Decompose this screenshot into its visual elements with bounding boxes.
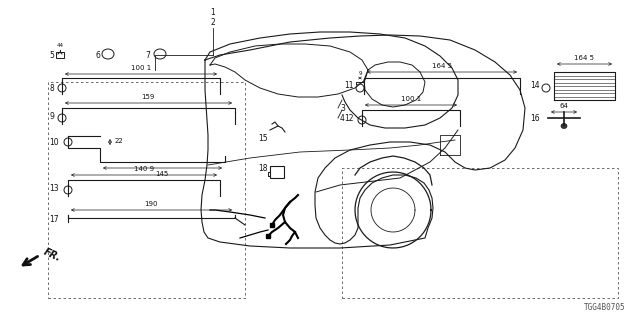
Text: 5: 5 bbox=[49, 51, 54, 60]
Text: 12: 12 bbox=[344, 114, 353, 123]
Text: 13: 13 bbox=[49, 183, 59, 193]
Bar bbox=[56, 52, 64, 58]
Bar bbox=[270, 166, 284, 178]
Text: 14: 14 bbox=[530, 81, 540, 90]
Ellipse shape bbox=[561, 124, 567, 129]
Text: 6: 6 bbox=[95, 51, 100, 60]
Text: 10: 10 bbox=[49, 138, 59, 147]
Text: 44: 44 bbox=[56, 43, 63, 48]
Text: 9: 9 bbox=[49, 111, 54, 121]
Text: 164 5: 164 5 bbox=[575, 55, 595, 61]
Text: 164 5: 164 5 bbox=[432, 63, 452, 69]
Text: 9: 9 bbox=[358, 71, 362, 76]
Text: 145: 145 bbox=[156, 171, 168, 177]
Text: 4: 4 bbox=[340, 114, 345, 123]
Text: 18: 18 bbox=[258, 164, 268, 172]
Text: 159: 159 bbox=[141, 94, 155, 100]
Text: 190: 190 bbox=[144, 201, 157, 207]
Text: 17: 17 bbox=[49, 215, 59, 225]
Text: 2: 2 bbox=[211, 18, 216, 27]
Text: 100 1: 100 1 bbox=[131, 65, 151, 71]
Text: 8: 8 bbox=[49, 84, 54, 92]
Text: 64: 64 bbox=[559, 103, 568, 109]
Text: 16: 16 bbox=[530, 114, 540, 123]
Text: 1: 1 bbox=[211, 7, 216, 17]
Text: 22: 22 bbox=[115, 138, 124, 144]
Text: 140 9: 140 9 bbox=[134, 166, 154, 172]
Text: 100 1: 100 1 bbox=[401, 96, 421, 102]
Text: FR.: FR. bbox=[42, 247, 63, 263]
Text: 15: 15 bbox=[258, 133, 268, 142]
Text: 7: 7 bbox=[145, 51, 150, 60]
Text: 3: 3 bbox=[340, 103, 345, 113]
Text: TGG4B0705: TGG4B0705 bbox=[584, 303, 625, 312]
Text: 11: 11 bbox=[344, 81, 353, 90]
